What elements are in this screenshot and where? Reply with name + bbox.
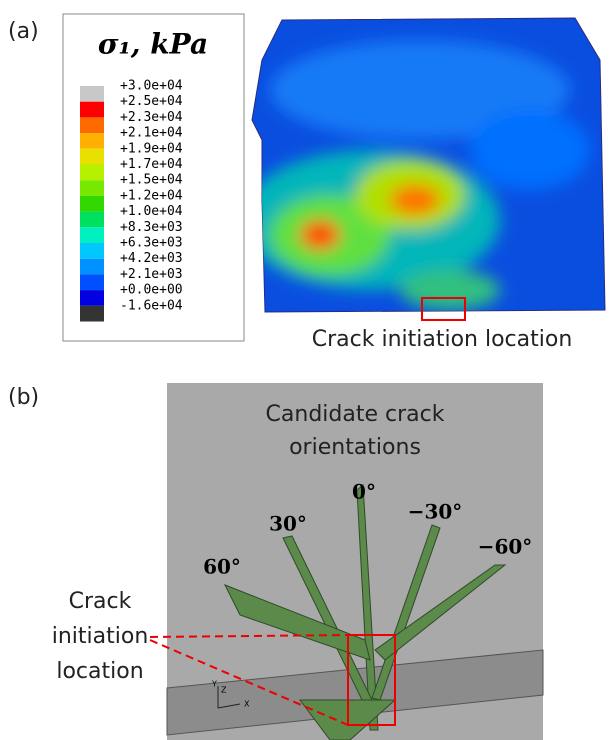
legend-swatch — [80, 180, 104, 196]
annotation: Crack initiation location — [312, 327, 573, 352]
legend-label: +3.0e+04 — [120, 79, 183, 94]
annotation-line: initiation — [52, 624, 149, 649]
panel-label: (b) — [8, 385, 39, 410]
legend-label: +1.2e+04 — [120, 188, 183, 203]
title-line: Candidate crack — [266, 402, 445, 427]
annotation-line: Crack — [69, 589, 132, 614]
legend-label: +2.3e+04 — [120, 110, 183, 125]
stress-map — [240, 18, 605, 320]
legend: +3.0e+04+2.5e+04+2.3e+04+2.1e+04+1.9e+04… — [80, 79, 183, 322]
legend-swatch — [80, 102, 104, 118]
legend-title: σ₁, kPa — [98, 28, 208, 61]
legend-swatch — [80, 306, 104, 322]
angle-label: 30° — [269, 512, 307, 536]
legend-label: +2.1e+04 — [120, 126, 183, 141]
annotation-line: location — [56, 659, 143, 684]
angle-label: −30° — [408, 500, 463, 524]
legend-label: +8.3e+03 — [120, 220, 183, 235]
panel-label: (a) — [8, 19, 39, 44]
angle-label: 0° — [352, 480, 376, 504]
triad-label: X — [244, 700, 250, 709]
legend-label: -1.6e+04 — [120, 298, 183, 313]
angle-label: −60° — [478, 535, 533, 559]
figure: (a) σ₁, kPa +3.0e+04+2.5e+04+2.3e+04+2.1… — [0, 0, 613, 740]
legend-label: +6.3e+03 — [120, 236, 183, 251]
legend-swatch — [80, 227, 104, 243]
legend-label: +1.0e+04 — [120, 204, 183, 219]
legend-swatch — [80, 149, 104, 165]
legend-label: +1.5e+04 — [120, 173, 183, 188]
legend-swatch — [80, 274, 104, 290]
legend-label: +4.2e+03 — [120, 251, 183, 266]
legend-swatch — [80, 243, 104, 259]
legend-swatch — [80, 165, 104, 181]
legend-label: +2.5e+04 — [120, 94, 183, 109]
triad-label: Y — [211, 680, 217, 689]
legend-swatch — [80, 196, 104, 212]
legend-label: +1.9e+04 — [120, 141, 183, 156]
legend-swatch — [80, 290, 104, 306]
triad-label: Z — [221, 686, 227, 695]
legend-swatch — [80, 86, 104, 102]
legend-label: +2.1e+03 — [120, 267, 183, 282]
legend-swatch — [80, 133, 104, 149]
legend-label: +0.0e+00 — [120, 283, 183, 298]
legend-swatch — [80, 117, 104, 133]
title-line: orientations — [289, 435, 421, 460]
legend-label: +1.7e+04 — [120, 157, 183, 172]
angle-label: 60° — [203, 555, 241, 579]
legend-swatch — [80, 212, 104, 228]
legend-swatch — [80, 259, 104, 275]
